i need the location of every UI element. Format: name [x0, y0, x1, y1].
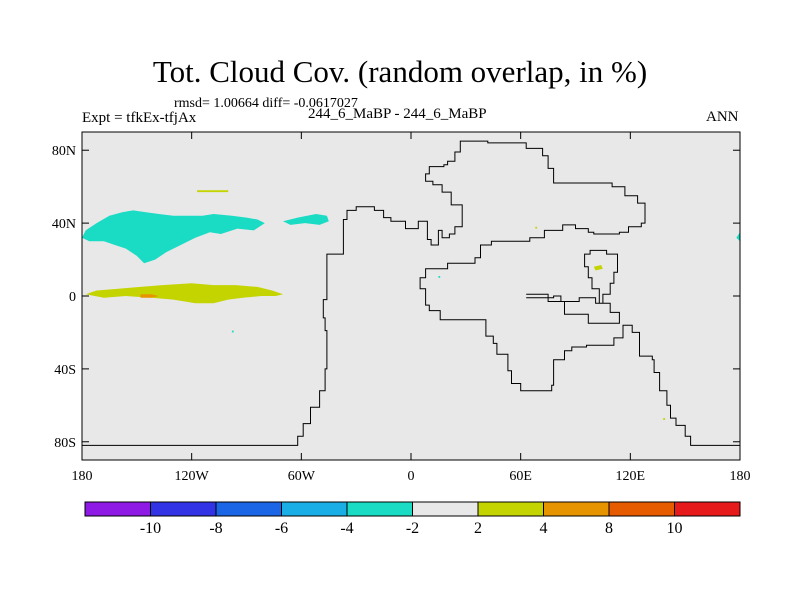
color-bar-label: -10 [140, 520, 161, 537]
x-tick-label: 0 [408, 469, 415, 484]
contour-region-arabia-speck [535, 226, 538, 229]
color-bar-box [674, 501, 741, 517]
contour-region-itcz-excess [85, 283, 284, 304]
stats-line: rmsd= 1.00664 diff= -0.0617027 [174, 96, 358, 111]
y-tick-label: 80N [52, 144, 76, 159]
contour-region-australia-speck [663, 418, 666, 420]
experiment-label: Expt = tfkEx-tfjAx [82, 110, 197, 126]
case-label: 244_6_MaBP - 244_6_MaBP [308, 106, 487, 122]
color-bar-box [215, 501, 282, 517]
color-bar-label: -2 [406, 520, 419, 537]
contour-region-atlantic-speck [438, 276, 441, 278]
color-bar-label: 2 [474, 520, 482, 537]
contour-region-pacific-north-streak [197, 190, 229, 193]
color-bar-label: -8 [209, 520, 222, 537]
x-tick-label: 60W [288, 469, 316, 484]
x-tick-label: 120E [616, 469, 646, 484]
season-label: ANN [706, 109, 739, 125]
contour-region-itcz-core-excess [140, 294, 159, 298]
contour-region-south-pacific-speck [231, 330, 234, 333]
color-bar-box [84, 501, 151, 517]
chart-title: Tot. Cloud Cov. (random overlap, in %) [152, 54, 648, 89]
color-bar-label: -6 [275, 520, 288, 537]
contour-region-southeast-asia-spot [593, 265, 603, 271]
color-bar-box [543, 501, 610, 517]
coastline-main-continent-outline [82, 140, 740, 446]
y-tick-label: 40S [54, 363, 76, 378]
x-tick-label: 180 [72, 469, 93, 484]
x-tick-label: 120W [175, 469, 210, 484]
y-tick-label: 80S [54, 436, 76, 451]
color-bar-label: -4 [340, 520, 353, 537]
x-tick-label: 60E [509, 469, 532, 484]
x-tick-label: 180 [730, 469, 751, 484]
color-bar-box [412, 501, 479, 517]
color-bar-box [346, 501, 413, 517]
color-bar-label: 10 [667, 520, 683, 537]
color-bar-box [477, 501, 544, 517]
color-bar-box [281, 501, 348, 517]
y-tick-label: 40N [52, 217, 76, 232]
color-bar-label: 8 [605, 520, 613, 537]
color-bar-box [150, 501, 217, 517]
y-tick-label: 0 [69, 290, 76, 305]
color-bar-label: 4 [540, 520, 548, 537]
color-bar-box [608, 501, 675, 517]
contour-region-north-pacific-deficit [82, 210, 265, 264]
coastline-inner-sea-outline [526, 249, 620, 324]
contour-region-central-pacific-deficit [283, 214, 329, 225]
contour-region-east-edge-deficit [736, 232, 740, 242]
